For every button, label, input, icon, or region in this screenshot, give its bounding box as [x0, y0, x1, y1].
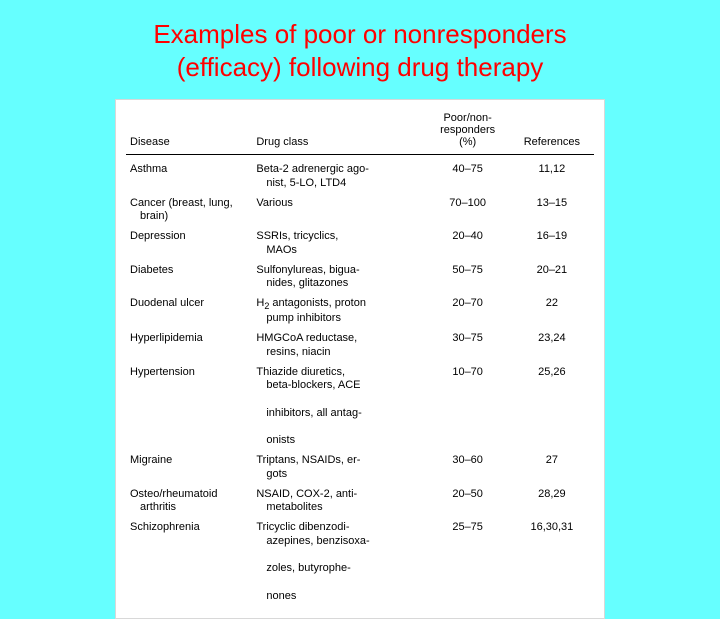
cell-disease: Schizophrenia — [126, 515, 252, 604]
cell-ref: 28,29 — [510, 482, 594, 516]
col-header-pct: Poor/non- responders (%) — [426, 108, 510, 155]
table-row: Hypertension Thiazide diuretics,beta-blo… — [126, 360, 594, 449]
table-header-row: Disease Drug class Poor/non- responders … — [126, 108, 594, 155]
cell-ref: 25,26 — [510, 360, 594, 449]
cell-pct: 30–75 — [426, 326, 510, 360]
cell-pct: 25–75 — [426, 515, 510, 604]
cell-drug: Various — [252, 191, 425, 225]
cell-pct: 70–100 — [426, 191, 510, 225]
table-row: Duodenal ulcer H2 antagonists, protonpum… — [126, 291, 594, 326]
table-row: Depression SSRIs, tricyclics,MAOs 20–40 … — [126, 224, 594, 258]
cell-disease: Migraine — [126, 448, 252, 482]
cell-disease: Duodenal ulcer — [126, 291, 252, 326]
cell-pct: 10–70 — [426, 360, 510, 449]
col-header-ref: References — [510, 108, 594, 155]
cell-ref: 20–21 — [510, 258, 594, 292]
cell-pct: 30–60 — [426, 448, 510, 482]
cell-disease: Asthma — [126, 155, 252, 191]
cell-ref: 16,30,31 — [510, 515, 594, 604]
cell-ref: 27 — [510, 448, 594, 482]
cell-drug: NSAID, COX-2, anti-metabolites — [252, 482, 425, 516]
cell-ref: 13–15 — [510, 191, 594, 225]
cell-disease: Cancer (breast, lung,brain) — [126, 191, 252, 225]
responders-table: Disease Drug class Poor/non- responders … — [126, 108, 594, 604]
cell-ref: 22 — [510, 291, 594, 326]
cell-pct: 50–75 — [426, 258, 510, 292]
table-row: Asthma Beta-2 adrenergic ago-nist, 5-LO,… — [126, 155, 594, 191]
cell-pct: 20–70 — [426, 291, 510, 326]
cell-pct: 20–50 — [426, 482, 510, 516]
cell-pct: 40–75 — [426, 155, 510, 191]
cell-disease: Osteo/rheumatoidarthritis — [126, 482, 252, 516]
col-header-drug: Drug class — [252, 108, 425, 155]
cell-drug: HMGCoA reductase,resins, niacin — [252, 326, 425, 360]
cell-pct: 20–40 — [426, 224, 510, 258]
table-row: Schizophrenia Tricyclic dibenzodi-azepin… — [126, 515, 594, 604]
cell-disease: Hyperlipidemia — [126, 326, 252, 360]
cell-disease: Diabetes — [126, 258, 252, 292]
title-line-1: Examples of poor or nonresponders — [153, 19, 566, 49]
cell-ref: 16–19 — [510, 224, 594, 258]
cell-drug: Sulfonylureas, bigua-nides, glitazones — [252, 258, 425, 292]
title-line-2: (efficacy) following drug therapy — [177, 52, 544, 82]
table-row: Hyperlipidemia HMGCoA reductase,resins, … — [126, 326, 594, 360]
cell-disease: Hypertension — [126, 360, 252, 449]
table-row: Diabetes Sulfonylureas, bigua-nides, gli… — [126, 258, 594, 292]
col-header-disease: Disease — [126, 108, 252, 155]
cell-disease: Depression — [126, 224, 252, 258]
table-container: Disease Drug class Poor/non- responders … — [115, 99, 605, 619]
table-row: Osteo/rheumatoidarthritis NSAID, COX-2, … — [126, 482, 594, 516]
cell-drug: SSRIs, tricyclics,MAOs — [252, 224, 425, 258]
table-body: Asthma Beta-2 adrenergic ago-nist, 5-LO,… — [126, 155, 594, 604]
cell-drug: Beta-2 adrenergic ago-nist, 5-LO, LTD4 — [252, 155, 425, 191]
cell-drug: Triptans, NSAIDs, er-gots — [252, 448, 425, 482]
slide-title: Examples of poor or nonresponders (effic… — [0, 0, 720, 99]
cell-ref: 11,12 — [510, 155, 594, 191]
cell-ref: 23,24 — [510, 326, 594, 360]
cell-drug: Tricyclic dibenzodi-azepines, benzisoxa-… — [252, 515, 425, 604]
cell-drug: Thiazide diuretics,beta-blockers, ACEinh… — [252, 360, 425, 449]
cell-drug: H2 antagonists, protonpump inhibitors — [252, 291, 425, 326]
table-row: Cancer (breast, lung,brain) Various 70–1… — [126, 191, 594, 225]
table-row: Migraine Triptans, NSAIDs, er-gots 30–60… — [126, 448, 594, 482]
